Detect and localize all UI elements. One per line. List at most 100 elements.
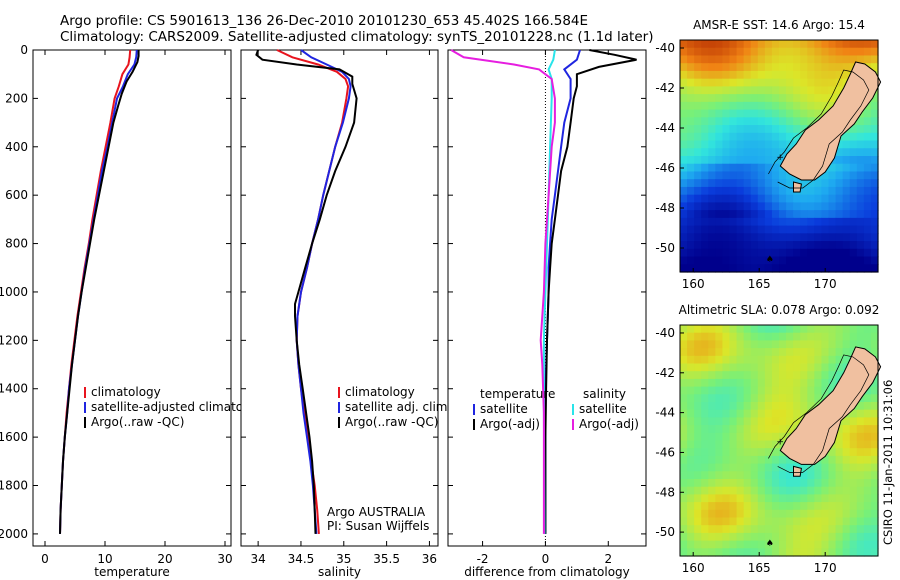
heatmap-cell bbox=[863, 186, 872, 196]
heatmap-cell bbox=[800, 363, 808, 372]
heatmap-cell bbox=[779, 156, 787, 165]
heatmap-cell bbox=[807, 386, 815, 395]
heatmap-cell bbox=[835, 264, 844, 273]
heatmap-cell bbox=[701, 156, 709, 165]
heatmap-cell bbox=[863, 140, 872, 149]
heatmap-cell bbox=[722, 217, 731, 227]
heatmap-cell bbox=[680, 225, 688, 234]
heatmap-cell bbox=[694, 525, 702, 534]
heatmap-cell bbox=[708, 386, 716, 395]
heatmap-cell bbox=[743, 40, 752, 49]
heatmap-cell bbox=[807, 86, 815, 95]
heatmap-cell bbox=[736, 217, 745, 227]
heatmap-cell bbox=[863, 479, 872, 488]
heatmap-cell bbox=[771, 432, 780, 442]
heatmap-cell bbox=[694, 86, 702, 95]
heatmap-cell bbox=[842, 179, 851, 188]
heatmap-cell bbox=[715, 448, 724, 457]
heatmap-cell bbox=[701, 409, 709, 418]
heatmap-cell bbox=[680, 63, 688, 72]
heatmap-cell bbox=[701, 55, 709, 64]
heatmap-cell bbox=[870, 101, 879, 111]
heatmap-cell bbox=[807, 532, 815, 542]
heatmap-cell bbox=[842, 186, 851, 196]
heatmap-cell bbox=[764, 402, 773, 411]
heatmap-cell bbox=[849, 425, 858, 434]
heatmap-cell bbox=[729, 409, 738, 418]
heatmap-cell bbox=[701, 340, 709, 349]
heatmap-cell bbox=[856, 225, 865, 234]
heatmap-cell bbox=[870, 264, 879, 273]
heatmap-cell bbox=[856, 440, 865, 449]
heatmap-cell bbox=[750, 509, 759, 519]
heatmap-cell bbox=[793, 509, 801, 519]
heatmap-cell bbox=[701, 132, 709, 142]
heatmap-cell bbox=[757, 517, 766, 526]
heatmap-cell bbox=[793, 63, 801, 72]
heatmap-cell bbox=[856, 217, 865, 227]
heatmap-cell bbox=[842, 256, 851, 265]
heatmap-cell bbox=[793, 117, 801, 126]
heatmap-cell bbox=[821, 47, 830, 57]
heatmap-cell bbox=[814, 463, 823, 472]
heatmap-cell bbox=[722, 448, 731, 457]
heatmap-cell bbox=[715, 502, 724, 511]
heatmap-cell bbox=[800, 386, 808, 395]
heatmap-cell bbox=[687, 440, 695, 449]
heatmap-cell bbox=[757, 117, 766, 126]
heatmap-cell bbox=[708, 409, 716, 418]
heatmap-cell bbox=[715, 378, 724, 388]
heatmap-cell bbox=[835, 532, 844, 542]
heatmap-cell bbox=[694, 502, 702, 511]
heatmap-cell bbox=[729, 440, 738, 449]
heatmap-cell bbox=[694, 125, 702, 134]
heatmap-cell bbox=[779, 117, 787, 126]
heatmap-cell bbox=[835, 86, 844, 95]
heatmap-cell bbox=[849, 47, 858, 57]
heatmap-cell bbox=[722, 525, 731, 534]
heatmap-cell bbox=[771, 540, 780, 549]
heatmap-cell bbox=[722, 340, 731, 349]
heatmap-cell bbox=[849, 186, 858, 196]
heatmap-cell bbox=[694, 425, 702, 434]
heatmap-cell bbox=[786, 248, 794, 258]
heatmap-cell bbox=[729, 233, 738, 242]
heatmap-cell bbox=[814, 109, 823, 118]
heatmap-cell bbox=[800, 509, 808, 519]
heatmap-cell bbox=[771, 163, 780, 173]
heatmap-cell bbox=[687, 156, 695, 165]
heatmap-cell bbox=[743, 340, 752, 349]
heatmap-cell bbox=[729, 394, 738, 403]
heatmap-cell bbox=[835, 156, 844, 165]
heatmap-cell bbox=[715, 217, 724, 227]
heatmap-cell bbox=[694, 101, 702, 111]
heatmap-cell bbox=[750, 117, 759, 126]
heatmap-cell bbox=[828, 241, 837, 250]
heatmap-cell bbox=[687, 417, 695, 426]
heatmap-cell bbox=[757, 109, 766, 118]
heatmap-cell bbox=[793, 494, 801, 503]
heatmap-cell bbox=[743, 194, 752, 203]
heatmap-cell bbox=[708, 78, 716, 87]
heatmap-cell bbox=[842, 440, 851, 449]
heatmap-cell bbox=[757, 548, 766, 557]
heatmap-cell bbox=[708, 486, 716, 495]
heatmap-cell bbox=[779, 47, 787, 57]
x-tick-label: 0 bbox=[542, 552, 550, 566]
heatmap-cell bbox=[708, 109, 716, 118]
plot-frame bbox=[447, 49, 647, 547]
heatmap-cell bbox=[800, 63, 808, 72]
heatmap-cell bbox=[736, 148, 745, 157]
heatmap-cell bbox=[764, 440, 773, 449]
heatmap-cell bbox=[779, 225, 787, 234]
heatmap-cell bbox=[779, 432, 787, 442]
heatmap-cell bbox=[750, 355, 759, 365]
heatmap-cell bbox=[680, 371, 688, 380]
heatmap-cell bbox=[771, 202, 780, 211]
heatmap-cell bbox=[849, 194, 858, 203]
heatmap-cell bbox=[750, 432, 759, 442]
heatmap-cell bbox=[870, 40, 879, 49]
heatmap-cell bbox=[708, 210, 716, 219]
heatmap-cell bbox=[863, 241, 872, 250]
